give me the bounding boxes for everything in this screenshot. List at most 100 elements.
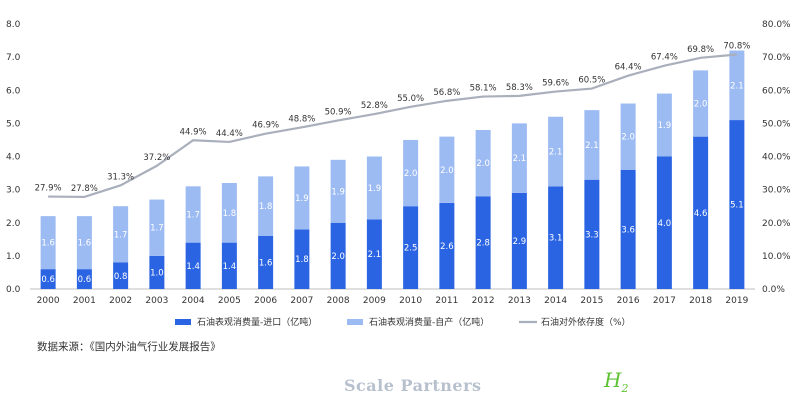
bar-domestic-label: 2.1 [549, 148, 563, 158]
bar-import [221, 242, 237, 289]
bar-domestic-label: 1.6 [78, 239, 92, 249]
bar-domestic-label: 2.1 [730, 81, 744, 91]
right-tick-label: 40.0% [762, 153, 791, 163]
x-tick-label: 2011 [435, 296, 458, 306]
bar-domestic [221, 183, 237, 243]
bar-domestic-label: 2.0 [694, 100, 708, 110]
bar-domestic-label: 1.7 [186, 210, 200, 220]
left-tick-label: 7.0 [6, 53, 21, 63]
x-tick-label: 2013 [508, 296, 531, 306]
bar-domestic [185, 186, 201, 243]
x-tick-label: 2018 [689, 296, 712, 306]
right-tick-label: 0.0% [762, 285, 785, 295]
bar-import [729, 120, 745, 289]
bar-import-label: 4.0 [658, 219, 672, 229]
bar-import [76, 269, 92, 289]
logo-subscript: 2 [621, 382, 629, 395]
bar-domestic [475, 130, 491, 197]
right-tick-label: 70.0% [762, 53, 791, 63]
x-tick-label: 2008 [327, 296, 350, 306]
dependency-point-label: 27.8% [71, 184, 98, 194]
bar-import [113, 262, 129, 289]
bar-domestic [548, 116, 564, 187]
bar-domestic [76, 216, 92, 270]
bar-domestic-label: 2.0 [404, 169, 418, 179]
bar-domestic [366, 156, 382, 220]
left-tick-label: 2.0 [6, 219, 21, 229]
bar-domestic-label: 1.8 [259, 202, 273, 212]
bar-domestic-label: 1.8 [223, 209, 237, 219]
dependency-point-label: 37.2% [143, 153, 170, 163]
bar-import-label: 0.6 [41, 275, 55, 285]
watermark: Scale Partners [344, 376, 482, 395]
bar-import-label: 3.6 [621, 225, 635, 235]
logo-letter: H [604, 368, 622, 392]
bar-import [584, 179, 600, 289]
dependency-point-label: 69.8% [687, 45, 714, 55]
dependency-point-label: 52.8% [361, 101, 388, 111]
left-axis: 0.0 1.0 2.0 3.0 4.0 5.0 6.0 7.0 8.0 [6, 20, 21, 295]
dependency-point-label: 46.9% [252, 121, 279, 131]
left-tick-label: 6.0 [6, 86, 21, 96]
right-tick-label: 50.0% [762, 119, 791, 129]
right-tick-label: 30.0% [762, 186, 791, 196]
h2-logo: H2 [604, 368, 628, 395]
bar-import [403, 206, 419, 289]
dependency-point-label: 55.0% [397, 94, 424, 104]
bar-import-label: 0.6 [78, 275, 92, 285]
dependency-point-label: 44.9% [180, 127, 207, 137]
bar-domestic [258, 176, 274, 236]
bars: 0.6 1.6 0.6 1.6 0.8 1.7 1.0 1.7 1.4 1.7 1.4 1.8 1.6 1… [40, 50, 745, 289]
bar-domestic-label: 1.9 [368, 184, 382, 194]
bar-domestic [656, 93, 672, 157]
bar-import [693, 136, 709, 289]
bar-import-label: 1.4 [223, 262, 237, 272]
dependency-point-label: 58.3% [506, 83, 533, 93]
bar-domestic-label: 2.0 [476, 159, 490, 169]
x-tick-label: 2010 [399, 296, 422, 306]
bar-import [294, 229, 310, 289]
bar-domestic [149, 199, 165, 256]
bar-import-label: 4.6 [694, 209, 708, 219]
bar-import-label: 1.8 [295, 255, 309, 265]
bar-domestic-label: 1.7 [150, 224, 164, 234]
bar-domestic [294, 166, 310, 230]
dependency-point-label: 27.9% [35, 184, 62, 194]
bar-domestic [330, 159, 346, 223]
left-tick-label: 3.0 [6, 186, 21, 196]
bar-domestic-label: 2.0 [440, 166, 454, 176]
dependency-point-label: 48.8% [288, 114, 315, 124]
source-note: 数据来源：《国内外油气行业发展报告》 [37, 341, 221, 353]
dependency-line-path [48, 53, 737, 199]
x-tick-label: 2001 [73, 296, 96, 306]
bar-domestic-label: 2.1 [513, 154, 527, 164]
bar-import [548, 186, 564, 289]
dependency-point-label: 59.6% [542, 79, 569, 89]
dependency-point-label: 31.3% [107, 172, 134, 182]
x-tick-label: 2009 [363, 296, 386, 306]
dependency-point-label: 67.4% [651, 53, 678, 63]
dependency-line: 27.9% 27.8% 31.3% 37.2% 44.9% 44.4% 46.9% 48.8%… [35, 41, 750, 199]
bar-import-label: 2.9 [513, 237, 527, 247]
bar-domestic [113, 206, 129, 263]
bar-import [330, 222, 346, 289]
dependency-point-label: 64.4% [615, 63, 642, 73]
left-tick-label: 4.0 [6, 153, 21, 163]
bar-domestic-label: 1.9 [331, 187, 345, 197]
legend-swatch [347, 319, 363, 325]
bar-import-label: 2.0 [331, 252, 345, 262]
dependency-point-label: 60.5% [578, 76, 605, 86]
x-tick-label: 2017 [653, 296, 676, 306]
dependency-point-label: 70.8% [723, 41, 750, 51]
bar-import-label: 3.3 [585, 230, 599, 240]
bar-import-label: 2.8 [476, 239, 490, 249]
dependency-point-label: 44.4% [216, 129, 243, 139]
left-tick-label: 0.0 [6, 285, 21, 295]
bar-import-label: 2.5 [404, 244, 418, 254]
x-axis: 2000 2001 2002 2003 2004 2005 2006 2007 2008 2009… [37, 296, 749, 306]
bar-domestic [40, 216, 56, 270]
bar-import-label: 2.6 [440, 242, 454, 252]
left-tick-label: 8.0 [6, 20, 21, 30]
bar-import-label: 1.4 [186, 262, 200, 272]
right-tick-label: 80.0% [762, 20, 791, 30]
